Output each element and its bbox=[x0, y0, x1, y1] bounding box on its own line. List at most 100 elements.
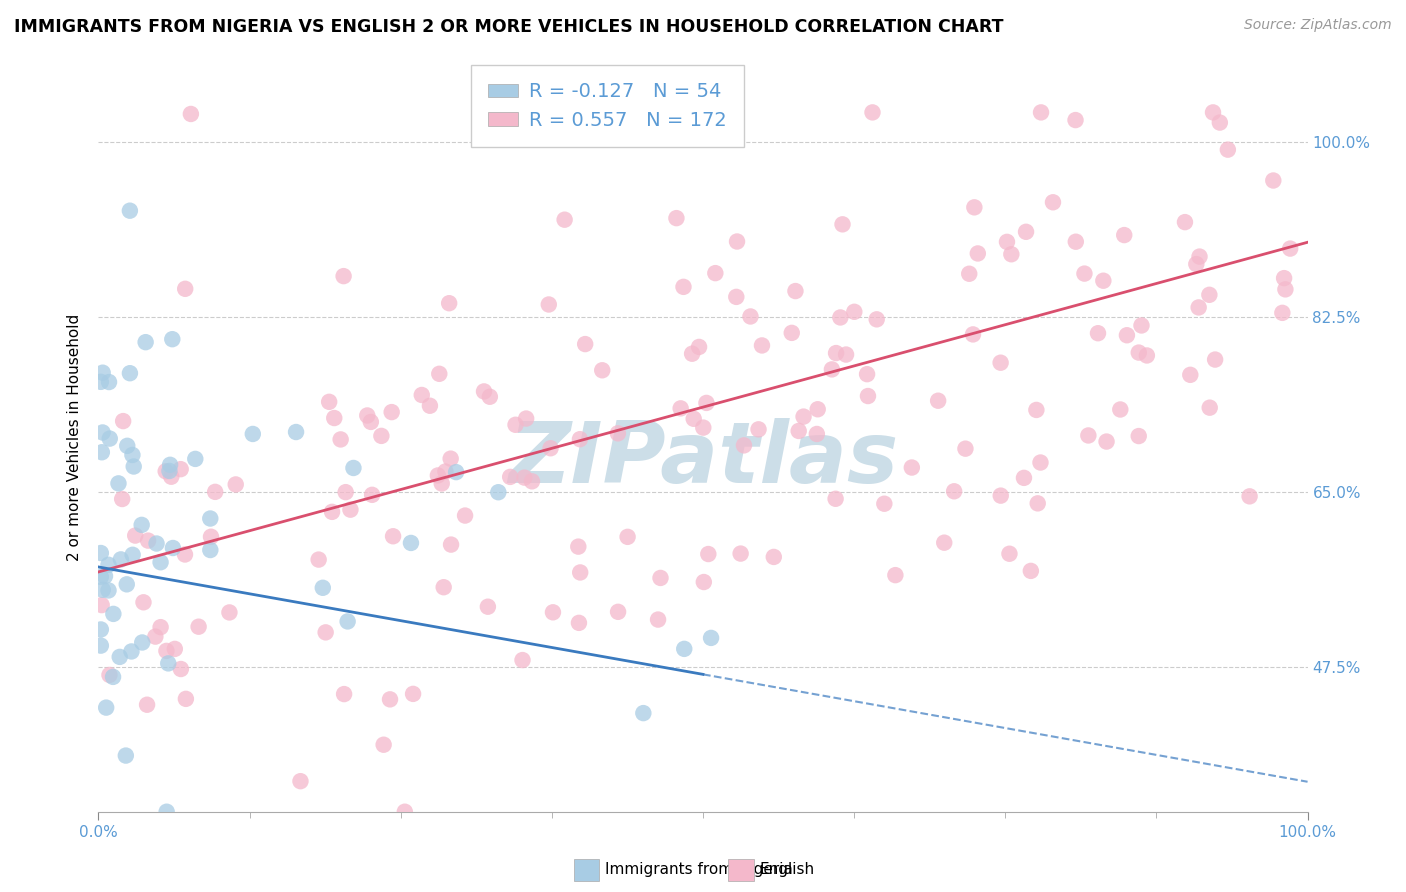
Point bbox=[1204, 352, 1226, 367]
Point bbox=[1012, 471, 1035, 485]
Point bbox=[472, 384, 495, 399]
Point bbox=[124, 528, 146, 542]
Point bbox=[162, 541, 184, 555]
Point bbox=[94, 569, 117, 583]
Point bbox=[821, 362, 844, 376]
Point bbox=[433, 580, 456, 594]
Point bbox=[567, 540, 589, 554]
Point bbox=[1180, 368, 1202, 382]
Point bbox=[285, 425, 308, 439]
Point bbox=[329, 433, 352, 447]
Point bbox=[478, 390, 501, 404]
Point bbox=[725, 235, 748, 249]
Point bbox=[118, 203, 141, 218]
Point bbox=[335, 485, 357, 500]
Point bbox=[90, 570, 112, 584]
Point bbox=[1109, 402, 1132, 417]
Point bbox=[242, 427, 264, 442]
Point bbox=[97, 583, 120, 598]
Point bbox=[163, 641, 186, 656]
Point bbox=[315, 625, 337, 640]
Point bbox=[688, 340, 710, 354]
Point bbox=[700, 631, 723, 645]
Point bbox=[1019, 564, 1042, 578]
Point bbox=[1000, 247, 1022, 261]
Point bbox=[430, 476, 453, 491]
Point bbox=[1025, 403, 1047, 417]
Point bbox=[747, 422, 769, 436]
Point bbox=[830, 310, 852, 325]
Point bbox=[873, 497, 896, 511]
Point bbox=[1185, 257, 1208, 271]
Point bbox=[554, 212, 576, 227]
Point bbox=[477, 599, 499, 614]
Point bbox=[1042, 195, 1064, 210]
Point bbox=[204, 484, 226, 499]
Point bbox=[156, 805, 179, 819]
Point bbox=[136, 533, 159, 548]
Point bbox=[1029, 105, 1052, 120]
Point bbox=[402, 687, 425, 701]
Point bbox=[1130, 318, 1153, 333]
Point bbox=[1271, 306, 1294, 320]
Point bbox=[332, 269, 354, 284]
Point bbox=[187, 620, 209, 634]
Point bbox=[1073, 267, 1095, 281]
Point bbox=[844, 305, 866, 319]
Point bbox=[1209, 115, 1232, 129]
Point bbox=[121, 548, 143, 562]
Point bbox=[1064, 235, 1087, 249]
Point bbox=[540, 442, 562, 456]
Point bbox=[145, 630, 167, 644]
Point bbox=[1198, 287, 1220, 301]
Point bbox=[98, 375, 121, 389]
Point bbox=[444, 465, 467, 479]
Point bbox=[290, 774, 312, 789]
Point bbox=[200, 530, 222, 544]
Point bbox=[673, 641, 696, 656]
Point bbox=[725, 290, 748, 304]
Point bbox=[512, 653, 534, 667]
Point bbox=[98, 668, 121, 682]
Point bbox=[145, 536, 167, 550]
Point bbox=[665, 211, 688, 226]
Point bbox=[174, 691, 197, 706]
Point bbox=[807, 402, 830, 417]
Point bbox=[762, 549, 785, 564]
Point bbox=[90, 623, 112, 637]
Point bbox=[103, 607, 125, 621]
Point bbox=[180, 107, 202, 121]
Point bbox=[1136, 348, 1159, 362]
Point bbox=[131, 517, 153, 532]
Point bbox=[825, 346, 848, 360]
Point bbox=[966, 246, 988, 260]
Point bbox=[381, 405, 404, 419]
Point bbox=[174, 548, 197, 562]
Point bbox=[513, 470, 536, 484]
Point bbox=[426, 468, 449, 483]
Point bbox=[568, 432, 591, 446]
Point bbox=[1202, 105, 1225, 120]
Point bbox=[91, 366, 114, 380]
Point bbox=[98, 432, 121, 446]
Point bbox=[682, 412, 704, 426]
Point bbox=[1279, 242, 1302, 256]
Point bbox=[308, 552, 330, 566]
Point bbox=[574, 337, 596, 351]
Point bbox=[114, 748, 136, 763]
Point bbox=[107, 476, 129, 491]
Point bbox=[1077, 428, 1099, 442]
Point bbox=[333, 687, 356, 701]
Point bbox=[505, 417, 527, 432]
Point bbox=[692, 420, 714, 434]
Point bbox=[411, 388, 433, 402]
Point bbox=[1029, 456, 1052, 470]
Point bbox=[785, 284, 807, 298]
Point bbox=[419, 399, 441, 413]
Point bbox=[1188, 250, 1211, 264]
Point bbox=[793, 409, 815, 424]
Point bbox=[149, 555, 172, 569]
Point bbox=[831, 217, 853, 231]
Point bbox=[1174, 215, 1197, 229]
Point bbox=[647, 613, 669, 627]
